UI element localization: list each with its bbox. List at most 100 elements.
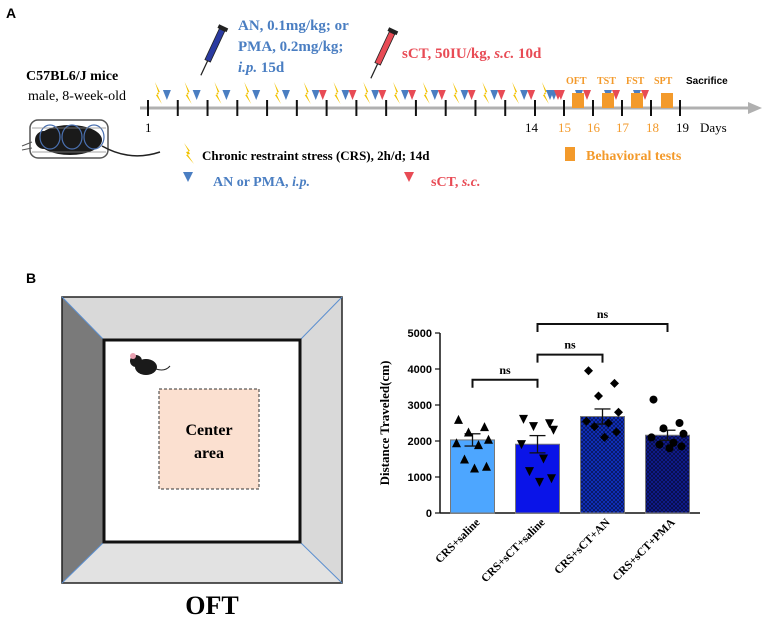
y-tick-label: 2000 <box>408 436 432 448</box>
legend-an-label: AN or PMA, <box>213 175 292 190</box>
test-label-tst: TST <box>597 76 616 87</box>
test-label-fst: FST <box>626 76 645 87</box>
data-point <box>480 422 489 432</box>
lightning-icon <box>214 82 222 104</box>
data-point <box>614 407 623 417</box>
test-label-spt: SPT <box>654 76 673 87</box>
y-tick-label: 1000 <box>408 472 432 484</box>
arena-corner-line <box>299 541 343 584</box>
data-point <box>677 442 686 451</box>
restraint-tube-icon <box>21 119 161 159</box>
lightning-icon <box>273 82 281 104</box>
significance-bracket <box>536 323 669 332</box>
red-triangle-icon <box>348 90 357 100</box>
lightning-icon <box>541 82 549 104</box>
x-tick-label: CRS+sCT+PMA <box>611 516 678 583</box>
data-point <box>547 474 556 484</box>
data-point <box>655 440 664 449</box>
data-point <box>470 463 479 473</box>
mice-sub-label: male, 8-week-old <box>28 89 126 104</box>
lightning-icon <box>393 82 401 104</box>
blue-triangle-icon <box>341 90 350 100</box>
data-point <box>482 461 491 471</box>
center-area-box <box>158 388 260 490</box>
timeline-ticks <box>147 100 681 116</box>
panel-a-letter: A <box>6 5 16 21</box>
data-point <box>582 416 591 426</box>
an-route-line: i.p. 15d <box>238 60 285 76</box>
legend-sct-label: sCT, <box>431 175 462 190</box>
test-block-oft <box>572 93 584 108</box>
legend-an-ip: i.p. <box>292 175 310 190</box>
an-dose-line2: PMA, 0.2mg/kg; <box>238 39 343 55</box>
data-point <box>549 425 558 435</box>
y-tick-label: 4000 <box>408 364 432 376</box>
blue-triangle-icon <box>371 90 380 100</box>
data-point <box>545 419 554 429</box>
data-point <box>594 391 603 401</box>
bar <box>450 439 495 514</box>
red-triangle-icon <box>554 90 562 100</box>
red-triangle-icon <box>497 90 506 100</box>
lightning-icon <box>452 82 460 104</box>
data-point <box>454 414 463 424</box>
y-axis-label: Distance Traveled(cm) <box>377 361 392 486</box>
distance-chart: Distance Traveled(cm) 0 1000 2000 3000 4000 5… <box>377 307 700 585</box>
red-triangle-icon <box>467 90 476 100</box>
legend-sct-text: sCT, s.c. <box>431 175 481 190</box>
lightning-icon <box>333 82 341 104</box>
legend-an: AN or PMA, i.p. <box>183 172 310 190</box>
arena-left-wall <box>62 297 104 583</box>
center-area-label-line2: area <box>194 445 224 462</box>
blue-triangle-icon <box>281 90 290 100</box>
y-tick-label: 3000 <box>408 400 432 412</box>
significance-bracket <box>536 353 604 363</box>
significance-bracket <box>471 378 539 388</box>
lightning-icon <box>482 82 490 104</box>
lightning-icon <box>184 82 192 104</box>
day-17-label: 17 <box>616 120 630 135</box>
sct-dose-main: sCT, 50IU/kg, <box>402 46 494 62</box>
red-triangle-icon <box>583 90 591 100</box>
red-triangle-icon <box>527 90 536 100</box>
timeline-arrowhead <box>748 102 762 114</box>
arena-bottom-wall <box>62 542 342 583</box>
panel-b-letter: B <box>26 270 36 286</box>
sacrifice-label: Sacrifice <box>686 76 728 87</box>
arena-outer-border <box>61 296 343 584</box>
lightning-icon <box>422 82 430 104</box>
data-point <box>659 424 668 433</box>
blue-triangle-icon <box>311 90 320 100</box>
data-point <box>584 366 593 376</box>
red-triangle-icon <box>641 90 649 100</box>
lightning-icon <box>303 82 311 104</box>
lightning-icon <box>363 82 371 104</box>
arena-right-wall <box>300 297 342 583</box>
legend-behavior-label: Behavioral tests <box>586 149 682 164</box>
legend-sct-sc: s.c. <box>461 175 481 190</box>
data-point <box>474 440 483 450</box>
orange-block-icon <box>565 147 575 161</box>
day-19-label: 19 <box>676 120 689 135</box>
data-point <box>675 419 684 427</box>
y-tick-label: 0 <box>426 508 432 520</box>
test-block-spt <box>661 93 673 108</box>
data-point <box>647 433 656 442</box>
blue-triangle-icon <box>162 90 171 100</box>
arena-top-wall <box>62 297 342 340</box>
legend-crs-label: Chronic restraint stress (CRS), 2h/d; 14… <box>202 148 430 163</box>
lightning-icon <box>244 82 252 104</box>
arena-corner-line <box>61 541 105 584</box>
legend-an-text: AN or PMA, i.p. <box>213 175 310 190</box>
blue-triangle-icon <box>520 90 529 100</box>
x-tick-label: CRS+sCT+AN <box>552 516 613 577</box>
significance-label: ns <box>564 338 576 352</box>
significance-label: ns <box>597 307 609 321</box>
data-point <box>600 432 609 442</box>
day-18-label: 18 <box>646 120 659 135</box>
x-tick-label: CRS+sCT+saline <box>479 517 547 585</box>
lightning-icon <box>512 82 520 104</box>
legend-behavior: Behavioral tests <box>565 147 682 164</box>
data-point <box>460 454 469 464</box>
data-point <box>679 429 688 438</box>
